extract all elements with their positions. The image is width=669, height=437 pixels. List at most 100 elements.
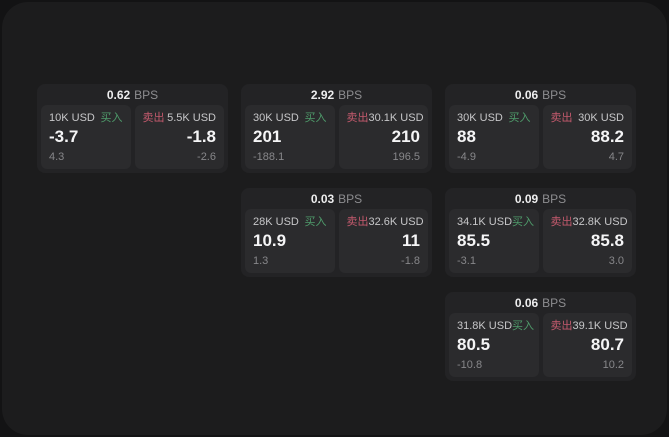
card-header: 0.62 BPS: [37, 84, 228, 105]
buy-panel[interactable]: 34.1K USD 买入 85.5 -3.1: [449, 209, 539, 273]
bps-unit-label: BPS: [134, 87, 159, 102]
buy-tag: 买入: [304, 112, 327, 124]
buy-sub-value: -188.1: [253, 151, 285, 163]
card-body: 30K USD 买入 88 -4.9 卖出 30K USD 88.2 4.7: [445, 105, 636, 173]
bps-unit-label: BPS: [542, 87, 567, 102]
sell-sub-value: -1.8: [401, 255, 420, 267]
buy-tag: 买入: [508, 112, 531, 124]
sell-panel-header: 卖出 30.1K USD: [346, 112, 424, 124]
quote-card[interactable]: 0.62 BPS 10K USD 买入 -3.7 4.3 卖出 5.5K USD…: [37, 84, 228, 173]
buy-sub-value: -3.1: [457, 255, 476, 267]
sell-price: 11: [402, 231, 420, 250]
sell-price: 210: [391, 127, 420, 146]
sell-panel[interactable]: 卖出 5.5K USD -1.8 -2.6: [134, 105, 224, 169]
bps-value: 0.62: [106, 87, 131, 102]
quote-card[interactable]: 2.92 BPS 30K USD 买入 201 -188.1 卖出 30.1K …: [241, 84, 432, 173]
buy-tag: 买入: [100, 112, 123, 124]
buy-panel-header: 34.1K USD 买入: [457, 216, 534, 228]
quote-card[interactable]: 0.03 BPS 28K USD 买入 10.9 1.3 卖出 32.6K US…: [241, 188, 432, 277]
bps-unit-label: BPS: [542, 191, 567, 206]
sell-tag: 卖出: [142, 112, 165, 124]
card-body: 28K USD 买入 10.9 1.3 卖出 32.6K USD 11 -1.8: [241, 209, 432, 277]
sell-sub-value: -2.6: [197, 151, 216, 163]
bps-unit-label: BPS: [338, 87, 363, 102]
card-header: 2.92 BPS: [241, 84, 432, 105]
sell-price: -1.8: [186, 127, 216, 146]
buy-panel-header: 30K USD 买入: [457, 113, 531, 124]
sell-panel[interactable]: 卖出 32.6K USD 11 -1.8: [338, 209, 428, 273]
buy-panel[interactable]: 10K USD 买入 -3.7 4.3: [41, 105, 131, 169]
sell-panel-header: 卖出 32.6K USD: [346, 216, 424, 228]
card-header: 0.09 BPS: [445, 188, 636, 209]
quote-grid: 0.62 BPS 10K USD 买入 -3.7 4.3 卖出 5.5K USD…: [37, 84, 636, 381]
buy-price: 201: [253, 127, 282, 146]
sell-amount: 30K USD: [578, 112, 624, 124]
buy-amount: 28K USD: [253, 216, 299, 228]
card-body: 34.1K USD 买入 85.5 -3.1 卖出 32.8K USD 85.8…: [445, 209, 636, 277]
quote-card[interactable]: 0.06 BPS 30K USD 买入 88 -4.9 卖出 30K USD 8…: [445, 84, 636, 173]
bps-unit-label: BPS: [338, 191, 363, 206]
bps-value: 0.03: [310, 191, 335, 206]
sell-tag: 卖出: [346, 216, 369, 228]
sell-amount: 30.1K USD: [368, 112, 424, 124]
buy-sub-value: 1.3: [253, 255, 269, 267]
buy-tag: 买入: [512, 320, 535, 332]
card-body: 30K USD 买入 201 -188.1 卖出 30.1K USD 210 1…: [241, 105, 432, 173]
sell-panel[interactable]: 卖出 32.8K USD 85.8 3.0: [542, 209, 632, 273]
card-body: 31.8K USD 买入 80.5 -10.8 卖出 39.1K USD 80.…: [445, 313, 636, 381]
card-header: 0.03 BPS: [241, 188, 432, 209]
card-header: 0.06 BPS: [445, 292, 636, 313]
buy-panel-header: 30K USD 买入: [253, 113, 327, 124]
bps-unit-label: BPS: [542, 295, 567, 310]
sell-sub-value: 10.2: [602, 359, 624, 371]
sell-price: 88.2: [590, 127, 624, 146]
sell-tag: 卖出: [550, 320, 573, 332]
bps-value: 0.09: [514, 191, 539, 206]
sell-panel-header: 卖出 30K USD: [551, 113, 625, 124]
bps-value: 2.92: [310, 87, 335, 102]
sell-amount: 5.5K USD: [167, 112, 216, 124]
quote-card[interactable]: 0.06 BPS 31.8K USD 买入 80.5 -10.8 卖出 39.1…: [445, 292, 636, 381]
sell-panel-header: 卖出 39.1K USD: [550, 320, 628, 332]
sell-panel-header: 卖出 32.8K USD: [551, 216, 628, 228]
buy-panel[interactable]: 30K USD 买入 88 -4.9: [449, 105, 539, 169]
sell-panel[interactable]: 卖出 30.1K USD 210 196.5: [338, 105, 428, 169]
sell-amount: 39.1K USD: [572, 320, 628, 332]
buy-price: 80.5: [457, 335, 491, 354]
sell-sub-value: 3.0: [608, 255, 624, 267]
sell-price: 80.7: [590, 335, 624, 354]
card-header: 0.06 BPS: [445, 84, 636, 105]
buy-panel[interactable]: 30K USD 买入 201 -188.1: [245, 105, 335, 169]
sell-panel-header: 卖出 5.5K USD: [143, 113, 217, 124]
buy-amount: 34.1K USD: [457, 216, 513, 228]
sell-panel[interactable]: 卖出 39.1K USD 80.7 10.2: [542, 313, 632, 377]
buy-amount: 30K USD: [253, 112, 299, 124]
bps-value: 0.06: [514, 87, 539, 102]
buy-panel[interactable]: 28K USD 买入 10.9 1.3: [245, 209, 335, 273]
buy-panel-header: 10K USD 买入: [49, 113, 123, 124]
buy-amount: 31.8K USD: [457, 320, 513, 332]
sell-amount: 32.6K USD: [368, 216, 424, 228]
sell-amount: 32.8K USD: [572, 216, 628, 228]
sell-sub-value: 4.7: [608, 151, 624, 163]
buy-price: -3.7: [49, 127, 79, 146]
sell-panel[interactable]: 卖出 30K USD 88.2 4.7: [542, 105, 632, 169]
buy-panel[interactable]: 31.8K USD 买入 80.5 -10.8: [449, 313, 539, 377]
sell-price: 85.8: [590, 231, 624, 250]
card-body: 10K USD 买入 -3.7 4.3 卖出 5.5K USD -1.8 -2.…: [37, 105, 228, 173]
buy-price: 10.9: [253, 231, 287, 250]
buy-sub-value: -10.8: [457, 359, 483, 371]
quote-card[interactable]: 0.09 BPS 34.1K USD 买入 85.5 -3.1 卖出 32.8K…: [445, 188, 636, 277]
buy-price: 85.5: [457, 231, 491, 250]
buy-price: 88: [457, 127, 476, 146]
buy-amount: 10K USD: [49, 112, 95, 124]
sell-tag: 卖出: [346, 112, 369, 124]
buy-amount: 30K USD: [457, 112, 503, 124]
bps-value: 0.06: [514, 295, 539, 310]
sell-tag: 卖出: [550, 112, 573, 124]
buy-sub-value: 4.3: [49, 151, 65, 163]
buy-sub-value: -4.9: [457, 151, 476, 163]
buy-panel-header: 28K USD 买入: [253, 217, 327, 228]
sell-sub-value: 196.5: [392, 151, 420, 163]
